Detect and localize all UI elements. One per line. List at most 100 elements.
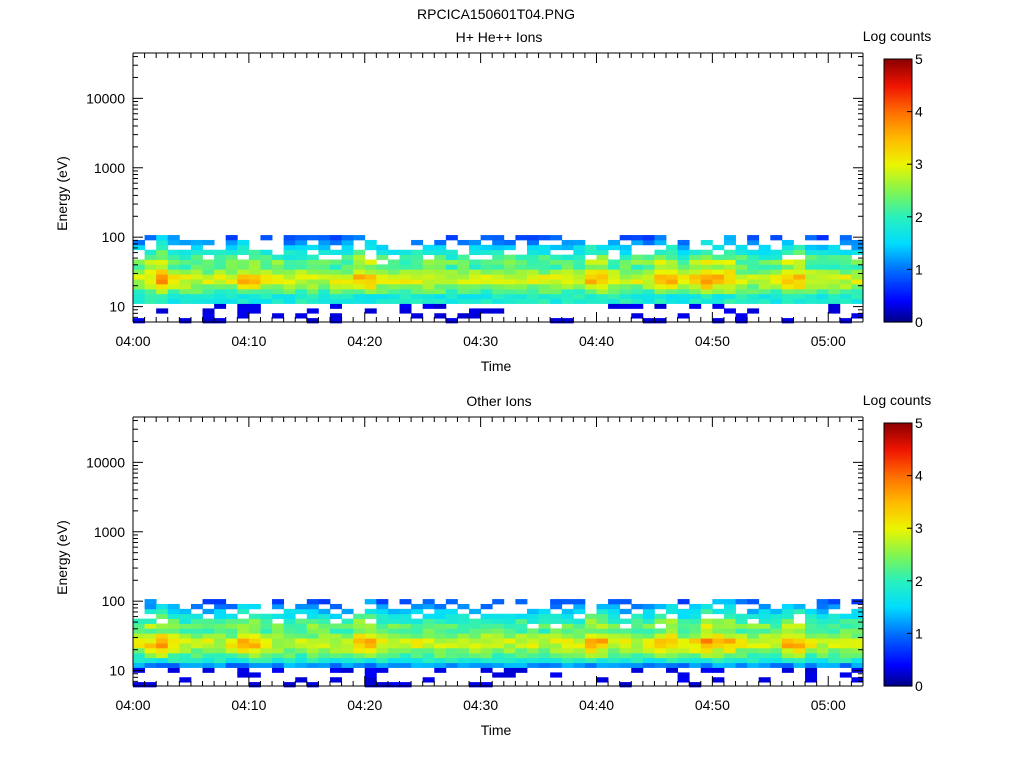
heatmap-cell [190, 259, 203, 265]
colorbar-swatch [884, 451, 912, 455]
heatmap-cell [805, 657, 818, 664]
heatmap-cell [561, 599, 574, 605]
heatmap-cell [283, 264, 296, 270]
heatmap-cell [677, 613, 690, 620]
heatmap-cell [306, 603, 319, 610]
heatmap-cell [353, 652, 366, 659]
heatmap-cell [387, 633, 400, 639]
heatmap-cell [457, 638, 470, 644]
colorbar-swatch [884, 83, 912, 86]
heatmap-cell [550, 269, 563, 275]
heatmap-cell [619, 599, 632, 605]
colorbar-label: Log counts [863, 392, 932, 408]
heatmap-cell [260, 633, 273, 639]
heatmap-cell [445, 269, 458, 275]
heatmap-cell [329, 264, 342, 270]
heatmap-cell [283, 647, 296, 654]
heatmap-cell [295, 618, 308, 624]
heatmap-cell [723, 652, 736, 659]
heatmap-cell [202, 662, 215, 668]
heatmap-cell [190, 244, 203, 251]
heatmap-cell [677, 677, 690, 683]
heatmap-cell [364, 657, 377, 664]
colorbar-swatch [884, 157, 912, 161]
heatmap-cell [434, 264, 447, 270]
heatmap-cell [515, 623, 528, 629]
heatmap-cell [712, 652, 725, 659]
heatmap-cell [596, 288, 609, 295]
heatmap-cell [666, 259, 679, 265]
colorbar-swatch [884, 205, 912, 209]
heatmap-cell [584, 643, 597, 649]
heatmap-cell [167, 662, 180, 668]
heatmap-cell [747, 657, 760, 664]
heatmap-cell [805, 638, 818, 644]
heatmap-cell [561, 298, 574, 304]
colorbar-swatch [884, 260, 912, 264]
heatmap-cell [596, 603, 609, 610]
colorbar-swatch [884, 637, 912, 641]
heatmap-cell [469, 249, 482, 256]
heatmap-cell [666, 279, 679, 285]
heatmap-cell [434, 298, 447, 304]
heatmap-cell [376, 652, 389, 659]
heatmap-cell [318, 599, 331, 605]
heatmap-cell [283, 274, 296, 280]
heatmap-cell [758, 603, 771, 610]
heatmap-cell [318, 298, 331, 304]
heatmap-cell [793, 279, 806, 285]
heatmap-cell [353, 293, 366, 300]
heatmap-cell [492, 643, 505, 649]
heatmap-cell [202, 249, 215, 256]
colorbar-swatch [884, 87, 912, 91]
heatmap-cell [341, 249, 354, 256]
heatmap-cell [272, 623, 285, 629]
heatmap-cell [770, 628, 783, 634]
heatmap-cell [584, 633, 597, 639]
heatmap-cell [561, 264, 574, 270]
heatmap-cell [341, 239, 354, 246]
heatmap-cell [329, 283, 342, 290]
heatmap-cell [793, 249, 806, 256]
heatmap-cell [318, 269, 331, 275]
heatmap-cell [167, 235, 180, 241]
heatmap-cell [561, 608, 574, 615]
heatmap-cell [190, 633, 203, 639]
colorbar-swatch [884, 133, 912, 137]
heatmap-cell [700, 643, 713, 649]
heatmap-cell [700, 633, 713, 639]
heatmap-cell [654, 264, 667, 270]
heatmap-cell [550, 662, 563, 668]
heatmap-cell [770, 647, 783, 654]
heatmap-cell [376, 269, 389, 275]
heatmap-cell [770, 283, 783, 290]
heatmap-cell [596, 628, 609, 634]
heatmap-cell [805, 293, 818, 300]
heatmap-cell [133, 264, 145, 270]
heatmap-cell [457, 623, 470, 629]
heatmap-cell [306, 269, 319, 275]
heatmap-cell [608, 628, 621, 634]
colorbar-swatch [884, 536, 912, 540]
heatmap-cell [422, 279, 435, 285]
heatmap-cell [758, 259, 771, 265]
heatmap-cell [550, 318, 563, 324]
heatmap-cell [179, 279, 192, 285]
heatmap-cell [700, 647, 713, 654]
heatmap-cell [839, 249, 852, 256]
heatmap-cell [631, 313, 644, 319]
heatmap-cell [781, 667, 794, 673]
colorbar-swatch [884, 591, 912, 595]
heatmap-cell [723, 283, 736, 290]
heatmap-cell [596, 293, 609, 300]
heatmap-cell [828, 274, 841, 280]
heatmap-cell [283, 298, 296, 304]
heatmap-cell [758, 677, 771, 683]
heatmap-cell [851, 298, 864, 304]
heatmap-cell [584, 244, 597, 251]
heatmap-cell [526, 279, 539, 285]
heatmap-cell [190, 293, 203, 300]
heatmap-cell [225, 657, 238, 664]
heatmap-cell [526, 239, 539, 246]
heatmap-cell [133, 279, 145, 285]
